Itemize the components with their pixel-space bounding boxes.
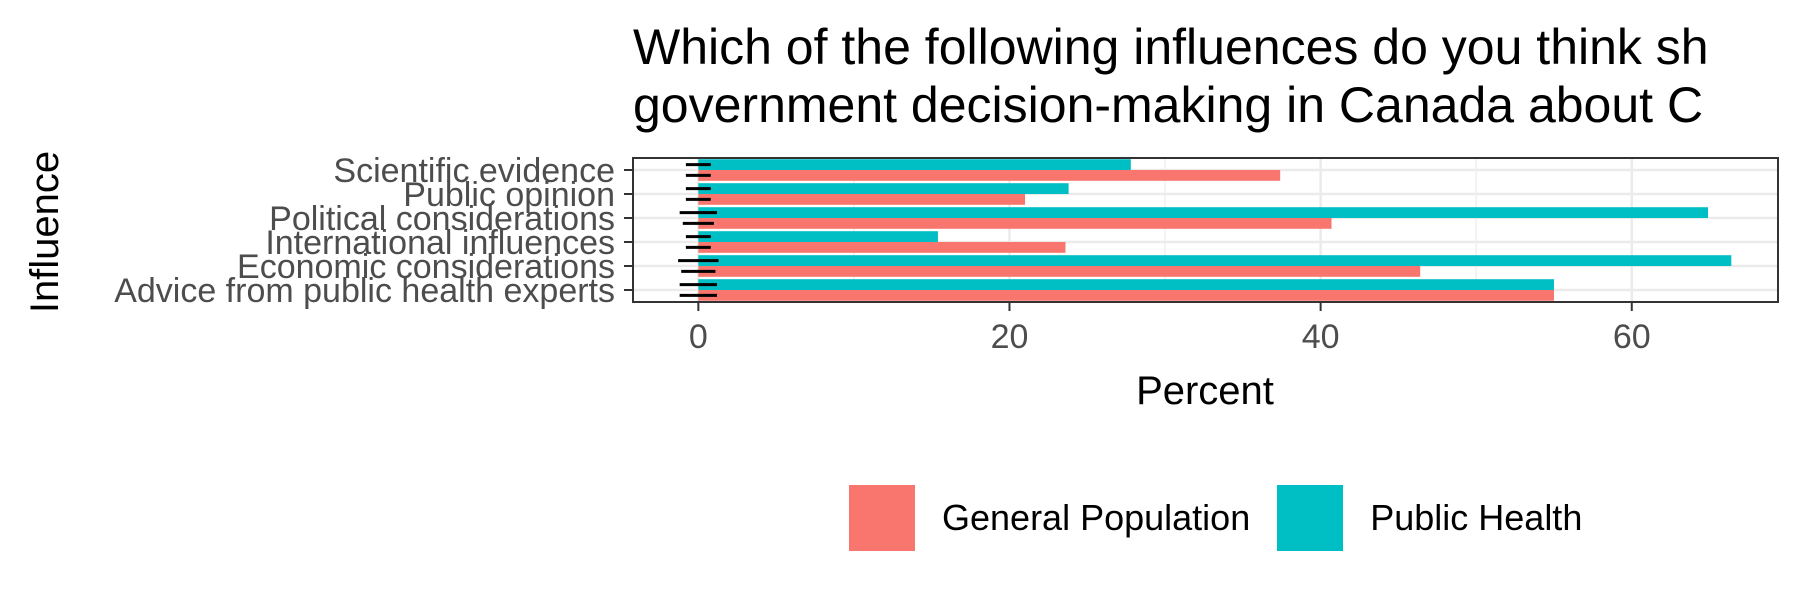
- y-axis-title: Influence: [23, 151, 67, 313]
- bar-general-population: [698, 218, 1332, 229]
- x-tick-label: 0: [689, 318, 708, 356]
- chart-title-line-2: government decision-making in Canada abo…: [633, 77, 1704, 133]
- x-tick-label: 60: [1613, 318, 1651, 356]
- bar-public-health: [698, 279, 1554, 290]
- bar-general-population: [698, 266, 1421, 277]
- bars: [698, 159, 1732, 301]
- bar-public-health: [698, 255, 1732, 266]
- bar-general-population: [698, 290, 1554, 301]
- legend-swatch-public-health: [1277, 485, 1344, 551]
- legend-label-general-population: General Population: [942, 497, 1251, 538]
- y-tick-label: Political considerations: [269, 200, 615, 238]
- y-tick-label: Scientific evidence: [333, 152, 615, 190]
- legend-swatch-general-population: [849, 485, 915, 551]
- bar-public-health: [698, 231, 938, 242]
- bar-general-population: [698, 242, 1066, 253]
- bar-general-population: [698, 170, 1281, 181]
- bar-public-health: [698, 159, 1131, 170]
- y-tick-label: Public opinion: [403, 176, 615, 214]
- error-bars: [678, 163, 719, 297]
- x-tick-label: 20: [991, 318, 1029, 356]
- bar-public-health: [698, 207, 1708, 218]
- y-tick-label: Economic considerations: [237, 248, 615, 286]
- chart-title: Which of the following influences do you…: [0, 0, 1800, 150]
- bar-public-health: [698, 183, 1069, 194]
- bar-general-population: [698, 194, 1026, 205]
- x-axis: 0 20 40 60: [689, 302, 1651, 356]
- y-tick-label: International influences: [265, 224, 615, 262]
- panel-border: [632, 157, 1779, 303]
- grid: [633, 158, 1778, 302]
- legend: General Population Public Health: [849, 485, 1582, 551]
- legend-label-public-health: Public Health: [1370, 497, 1583, 538]
- x-tick-label: 40: [1302, 318, 1340, 356]
- chart-title-line-1: Which of the following influences do you…: [633, 19, 1709, 75]
- y-tick-label: Advice from public health experts: [114, 272, 615, 310]
- x-axis-title: Percent: [1136, 369, 1274, 413]
